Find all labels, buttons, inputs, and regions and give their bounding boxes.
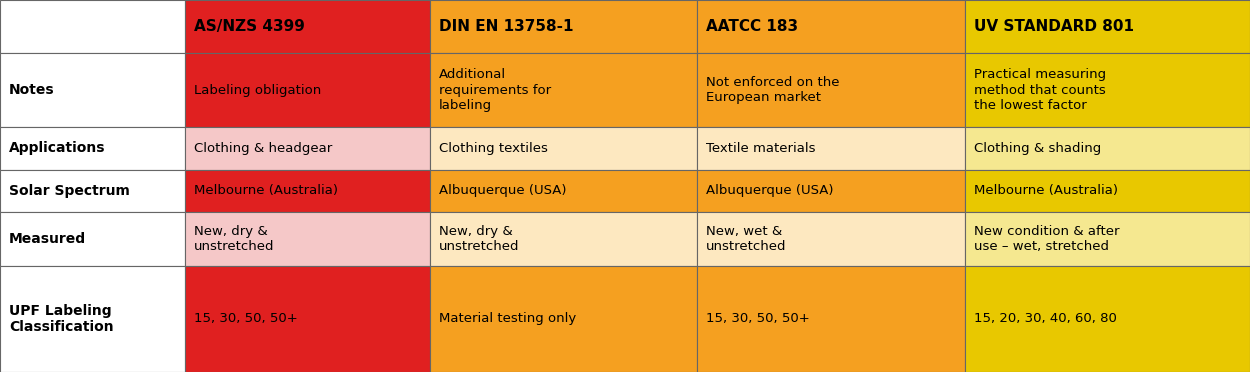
Text: Solar Spectrum: Solar Spectrum bbox=[9, 184, 130, 198]
Bar bbox=[185, 266, 430, 372]
Bar bbox=[185, 212, 430, 266]
Text: UPF Labeling
Classification: UPF Labeling Classification bbox=[9, 304, 114, 334]
Text: Not enforced on the
European market: Not enforced on the European market bbox=[706, 76, 840, 104]
Bar bbox=[430, 170, 698, 212]
Text: AATCC 183: AATCC 183 bbox=[706, 19, 799, 34]
Bar bbox=[0, 212, 185, 266]
Bar bbox=[698, 0, 965, 53]
Text: Labeling obligation: Labeling obligation bbox=[194, 84, 321, 96]
Bar bbox=[0, 53, 185, 127]
Text: Clothing & shading: Clothing & shading bbox=[974, 142, 1101, 155]
Bar bbox=[430, 0, 698, 53]
Text: Albuquerque (USA): Albuquerque (USA) bbox=[706, 185, 834, 197]
Bar bbox=[185, 53, 430, 127]
Text: Melbourne (Australia): Melbourne (Australia) bbox=[974, 185, 1118, 197]
Bar bbox=[965, 212, 1250, 266]
Bar bbox=[965, 0, 1250, 53]
Text: Applications: Applications bbox=[9, 141, 105, 155]
Bar bbox=[698, 170, 965, 212]
Text: New, wet &
unstretched: New, wet & unstretched bbox=[706, 225, 786, 253]
Bar bbox=[965, 127, 1250, 170]
Bar bbox=[185, 0, 430, 53]
Text: Notes: Notes bbox=[9, 83, 55, 97]
Bar bbox=[0, 127, 185, 170]
Bar bbox=[965, 53, 1250, 127]
Text: Melbourne (Australia): Melbourne (Australia) bbox=[194, 185, 338, 197]
Bar bbox=[430, 53, 698, 127]
Bar bbox=[185, 170, 430, 212]
Text: Textile materials: Textile materials bbox=[706, 142, 816, 155]
Bar bbox=[185, 127, 430, 170]
Text: Albuquerque (USA): Albuquerque (USA) bbox=[439, 185, 566, 197]
Bar bbox=[698, 266, 965, 372]
Bar bbox=[430, 212, 698, 266]
Bar bbox=[965, 170, 1250, 212]
Text: Material testing only: Material testing only bbox=[439, 312, 576, 326]
Bar bbox=[698, 212, 965, 266]
Text: New, dry &
unstretched: New, dry & unstretched bbox=[194, 225, 274, 253]
Text: Practical measuring
method that counts
the lowest factor: Practical measuring method that counts t… bbox=[974, 68, 1106, 112]
Bar bbox=[965, 266, 1250, 372]
Bar bbox=[430, 266, 698, 372]
Bar bbox=[698, 127, 965, 170]
Text: UV STANDARD 801: UV STANDARD 801 bbox=[974, 19, 1134, 34]
Bar bbox=[0, 0, 185, 53]
Text: Clothing textiles: Clothing textiles bbox=[439, 142, 548, 155]
Bar bbox=[0, 266, 185, 372]
Text: 15, 20, 30, 40, 60, 80: 15, 20, 30, 40, 60, 80 bbox=[974, 312, 1116, 326]
Bar bbox=[0, 170, 185, 212]
Text: DIN EN 13758-1: DIN EN 13758-1 bbox=[439, 19, 574, 34]
Text: 15, 30, 50, 50+: 15, 30, 50, 50+ bbox=[706, 312, 810, 326]
Text: AS/NZS 4399: AS/NZS 4399 bbox=[194, 19, 305, 34]
Text: New, dry &
unstretched: New, dry & unstretched bbox=[439, 225, 519, 253]
Text: 15, 30, 50, 50+: 15, 30, 50, 50+ bbox=[194, 312, 298, 326]
Text: New condition & after
use – wet, stretched: New condition & after use – wet, stretch… bbox=[974, 225, 1119, 253]
Text: Measured: Measured bbox=[9, 232, 86, 246]
Text: Additional
requirements for
labeling: Additional requirements for labeling bbox=[439, 68, 551, 112]
Text: Clothing & headgear: Clothing & headgear bbox=[194, 142, 332, 155]
Bar bbox=[698, 53, 965, 127]
Bar bbox=[430, 127, 698, 170]
